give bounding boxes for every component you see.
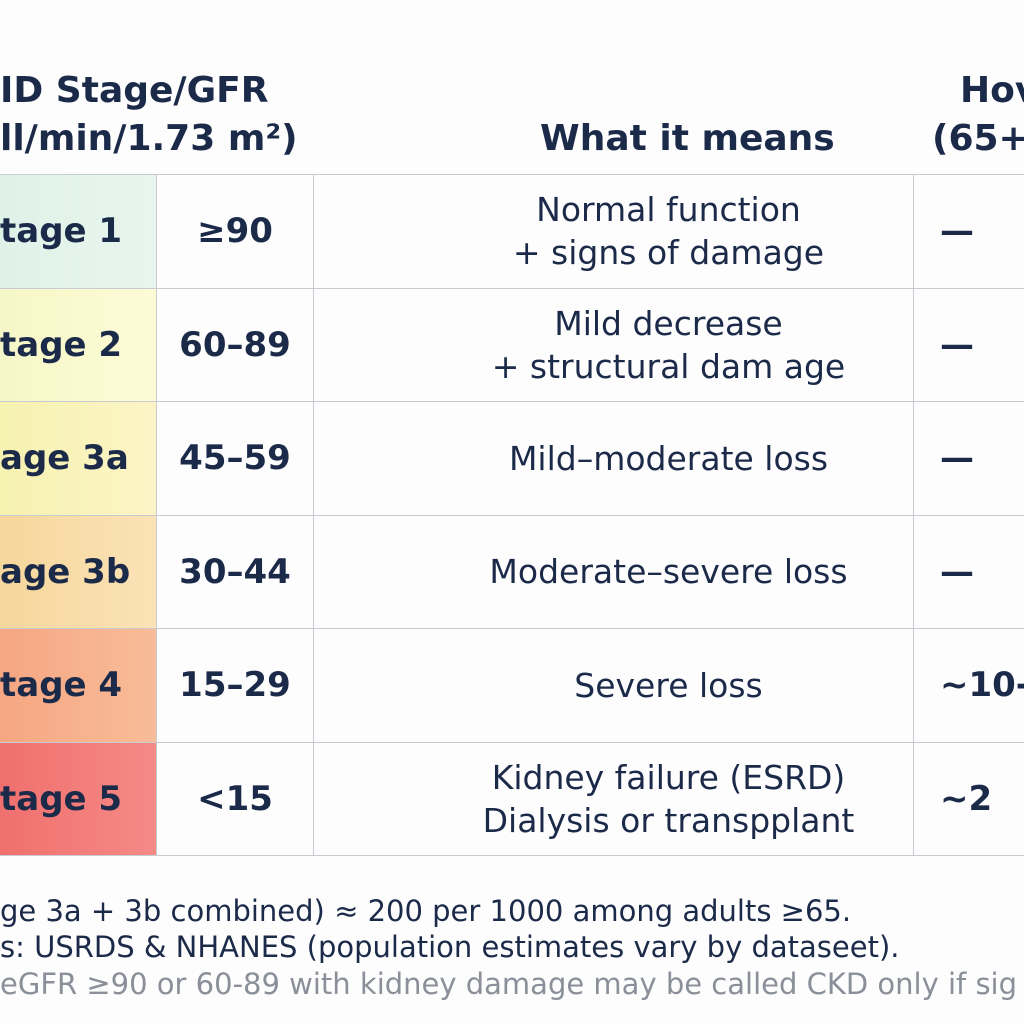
footnote: eGFR ≥90 or 60-89 with kidney damage may… [0, 967, 1018, 1001]
stage-cell: tage 4 [0, 629, 156, 743]
stage-cell: tage 1 [0, 175, 156, 289]
meaning-cell: Moderate–severe loss [313, 515, 913, 629]
meaning-line: Severe loss [574, 665, 763, 705]
footnote: s: USRDS & NHANES (population estimates … [0, 930, 900, 964]
header-meaning: What it means [540, 118, 835, 159]
risk-cell: — [913, 175, 1024, 289]
footnote: ge 3a + 3b combined) ≈ 200 per 1000 amon… [0, 894, 852, 928]
risk-cell: — [913, 288, 1024, 402]
gfr-cell: 30–44 [156, 515, 313, 629]
meaning-cell: Mild–moderate loss [313, 402, 913, 516]
meaning-cell: Normal function + signs of damage [313, 175, 913, 289]
stage-cell: tage 2 [0, 288, 156, 402]
header-stage: ll/min/1.73 m²) [0, 118, 298, 159]
gfr-cell: 15–29 [156, 629, 313, 743]
risk-cell: — [913, 515, 1024, 629]
header-risk: Hov [960, 70, 1024, 111]
meaning-cell: Severe loss [313, 629, 913, 743]
gfr-cell: <15 [156, 742, 313, 856]
gfr-cell: ≥90 [156, 175, 313, 289]
table-border [0, 174, 1024, 175]
meaning-line: Moderate–severe loss [489, 552, 848, 592]
meaning-line: Normal function [536, 190, 801, 230]
meaning-cell: Kidney failure (ESRD) Dialysis or transpp… [313, 742, 913, 856]
stage-cell: age 3a [0, 402, 156, 516]
gfr-cell: 45–59 [156, 402, 313, 516]
meaning-line: + structural dam age [491, 346, 846, 386]
risk-cell: — [913, 402, 1024, 516]
gfr-cell: 60–89 [156, 288, 313, 402]
meaning-line: Dialysis or transpplant [482, 800, 855, 840]
meaning-line: Mild–moderate loss [508, 438, 829, 478]
header-risk: (65+ [932, 118, 1024, 159]
risk-cell: ~10- [913, 629, 1024, 743]
stage-cell: tage 5 [0, 742, 156, 856]
meaning-line: Kidney failure (ESRD) [491, 757, 846, 797]
stage-cell: age 3b [0, 515, 156, 629]
meaning-line: Mild decrease [554, 303, 783, 343]
meaning-line: + signs of damage [512, 233, 825, 273]
header-stage: ID Stage/GFR [0, 70, 269, 111]
risk-cell: ~2 [913, 742, 1024, 856]
meaning-cell: Mild decrease + structural dam age [313, 288, 913, 402]
